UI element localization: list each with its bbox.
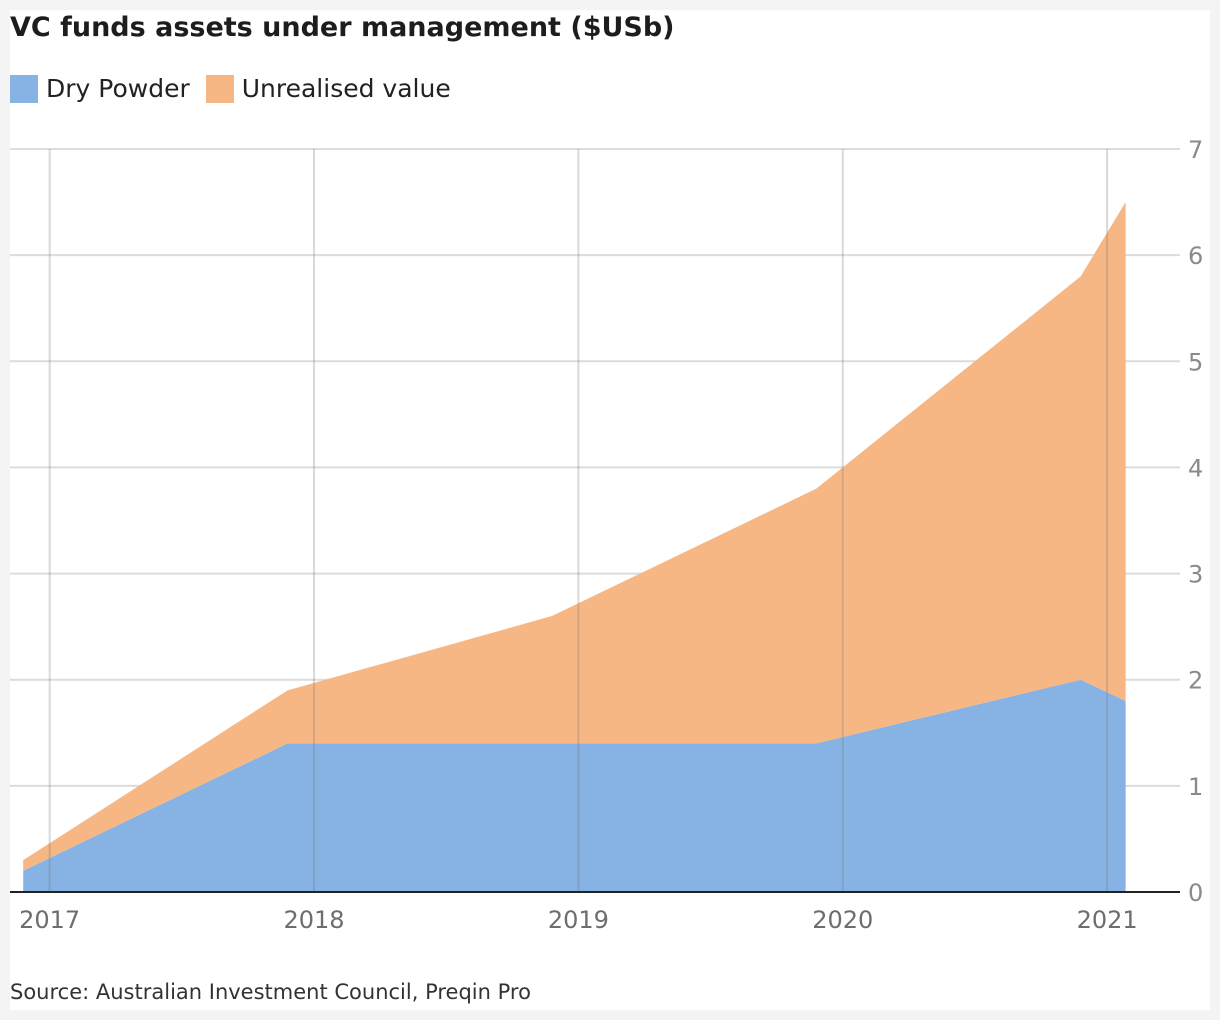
area-dry-powder [23, 679, 1126, 892]
legend: Dry Powder Unrealised value [10, 74, 467, 103]
y-tick-label-4: 4 [1188, 454, 1203, 482]
source-note: Source: Australian Investment Council, P… [10, 980, 531, 1004]
legend-label-unrealised-value: Unrealised value [241, 74, 451, 103]
area-unrealised-value [23, 202, 1126, 871]
legend-item-unrealised-value: Unrealised value [205, 74, 451, 103]
x-tick-label-2021: 2021 [1077, 906, 1138, 934]
legend-swatch-dry-powder [10, 74, 38, 103]
x-tick-label-2018: 2018 [283, 906, 344, 934]
y-tick-label-6: 6 [1188, 242, 1203, 270]
y-tick-label-5: 5 [1188, 348, 1203, 376]
legend-item-dry-powder: Dry Powder [10, 74, 190, 103]
y-tick-label-1: 1 [1188, 773, 1203, 801]
x-tick-label-2017: 2017 [19, 906, 80, 934]
y-tick-label-3: 3 [1188, 561, 1203, 589]
x-tick-label-2019: 2019 [548, 906, 609, 934]
legend-swatch-unrealised-value [205, 74, 234, 103]
y-tick-label-2: 2 [1188, 667, 1203, 695]
chart-title: VC funds assets under management ($USb) [10, 12, 675, 43]
legend-label-dry-powder: Dry Powder [46, 74, 190, 103]
y-tick-label-0: 0 [1188, 879, 1203, 907]
area-chart: 0 1 2 3 4 5 6 7 2017 2018 2019 2020 2021 [10, 136, 1203, 934]
x-tick-label-2020: 2020 [812, 906, 873, 934]
chart-card: VC funds assets under management ($USb) … [10, 10, 1210, 1010]
y-tick-label-7: 7 [1188, 136, 1203, 164]
